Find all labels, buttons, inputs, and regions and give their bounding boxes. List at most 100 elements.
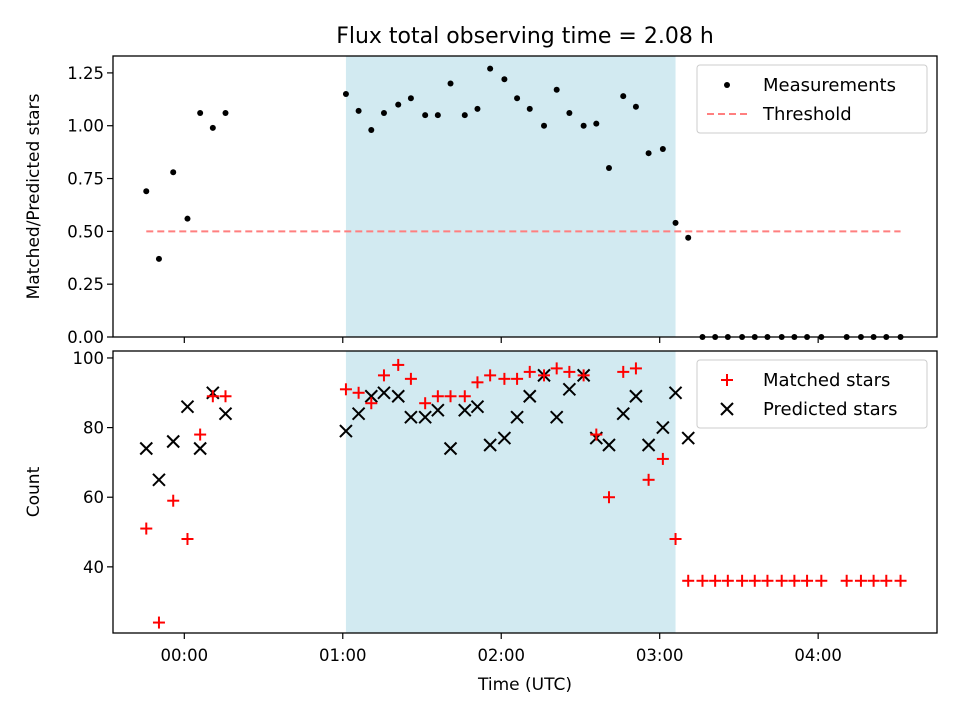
measurement-point (368, 126, 375, 133)
predicted-stars-point (497, 431, 512, 445)
y-tick-label: 0.25 (67, 275, 104, 294)
matched-stars-point (511, 372, 524, 385)
matched-stars-point (656, 452, 669, 465)
matched-stars-point (840, 574, 853, 587)
matched-stars-point (894, 574, 907, 587)
y-tick-label: 0.00 (67, 328, 104, 347)
matched-stars-point (484, 369, 497, 382)
y-tick-label: 1.25 (67, 64, 104, 83)
predicted-stars-point (404, 410, 418, 424)
measurement-point (474, 105, 481, 112)
x-axis-label: Time (UTC) (477, 675, 572, 695)
matched-stars-point (577, 369, 590, 382)
matched-stars-point (815, 574, 828, 587)
measurement-point (355, 107, 362, 114)
measurement-point (434, 112, 441, 119)
predicted-stars-point (523, 389, 537, 403)
y-tick-label: 0.75 (67, 170, 104, 189)
top-y-axis-label: Matched/Predicted stars (24, 93, 44, 299)
bottom-legend: Matched stars Predicted stars (696, 359, 928, 429)
predicted-stars-point (562, 382, 577, 397)
measurement-point (501, 76, 508, 83)
measurement-point (209, 124, 216, 131)
top-legend-box (696, 64, 928, 134)
top-legend: Measurements Threshold (696, 64, 928, 134)
matched-stars-point (181, 533, 194, 545)
matched-stars-point (471, 376, 484, 389)
y-tick-label: 0.50 (67, 222, 104, 241)
matched-stars-point (167, 494, 180, 507)
measurement-point (605, 164, 612, 171)
matched-stars-point (444, 390, 457, 403)
bottom-panel: 40 60 80 100 00:00 01:00 02:00 03:00 04:00 Coun… (24, 349, 938, 695)
matched-stars-point (377, 369, 390, 382)
measurements-legend-label: Measurements (763, 75, 896, 96)
bottom-y-axis-label: Count (24, 466, 44, 517)
measurement-point (170, 169, 177, 176)
matched-stars-point (721, 574, 734, 587)
matched-stars-point (761, 574, 774, 587)
measurement-point (407, 95, 414, 102)
bottom-legend-box (696, 359, 928, 429)
matched-stars-point (775, 574, 788, 587)
predicted-stars-point (339, 424, 353, 438)
measurement-point (566, 110, 573, 117)
measurement-point (553, 86, 560, 93)
matched-stars-point (682, 574, 695, 587)
predicted-stars-point (152, 473, 166, 487)
matched-stars-point (867, 574, 880, 587)
matched-stars-point (152, 616, 165, 629)
predicted-stars-point (629, 389, 643, 403)
measurement-point (541, 122, 548, 129)
y-tick-label: 80 (83, 419, 104, 438)
matched-stars-point (801, 574, 814, 587)
matched-stars-point (788, 574, 801, 587)
measurement-point (380, 110, 387, 117)
measurements-legend-marker (724, 82, 730, 88)
predicted-stars-point (681, 431, 695, 445)
x-tick-label: 03:00 (636, 646, 684, 665)
predicted-stars-point (510, 410, 524, 424)
top-panel-frame (112, 55, 938, 338)
matched-legend-marker (721, 374, 733, 386)
matched-stars-point (538, 369, 551, 382)
matched-stars-point (365, 397, 378, 410)
measurement-point (342, 91, 349, 98)
y-tick-label: 1.00 (67, 117, 104, 136)
measurement-point (632, 103, 639, 110)
matched-stars-point (854, 574, 867, 587)
predicted-stars-point (483, 438, 497, 452)
measurement-point (447, 80, 454, 87)
chart-title: Flux total observing time = 2.08 h (336, 24, 714, 49)
matched-stars-point (458, 390, 471, 403)
measurement-point (672, 219, 679, 226)
predicted-stars-point (139, 441, 153, 456)
matched-stars-point (140, 522, 153, 535)
predicted-stars-point (470, 399, 485, 414)
predicted-stars-point (166, 434, 180, 449)
predicted-stars-point (656, 420, 670, 435)
predicted-stars-point (602, 438, 616, 452)
measurement-point (184, 215, 191, 222)
x-tick-label: 00:00 (161, 646, 209, 665)
matched-stars-point (563, 365, 576, 378)
measurement-point (422, 112, 429, 119)
matched-stars-point (550, 362, 563, 375)
measurement-point (155, 255, 162, 262)
predicted-stars-point (418, 410, 432, 424)
predicted-stars-point (351, 406, 366, 421)
x-tick-label: 04:00 (794, 646, 842, 665)
predicted-stars-point (377, 386, 391, 400)
matched-stars-point (194, 428, 207, 441)
measurement-point (659, 145, 666, 152)
measurement-point (197, 110, 204, 117)
predicted-stars-point (193, 441, 207, 456)
y-tick-label: 60 (83, 488, 104, 507)
predicted-stars-point (458, 403, 472, 417)
matched-stars-point (880, 574, 893, 587)
predicted-stars-point (180, 399, 195, 414)
predicted-stars-point (668, 386, 683, 400)
matched-stars-point (736, 574, 749, 587)
measurement-point (620, 93, 627, 100)
matched-stars-point (642, 473, 655, 486)
